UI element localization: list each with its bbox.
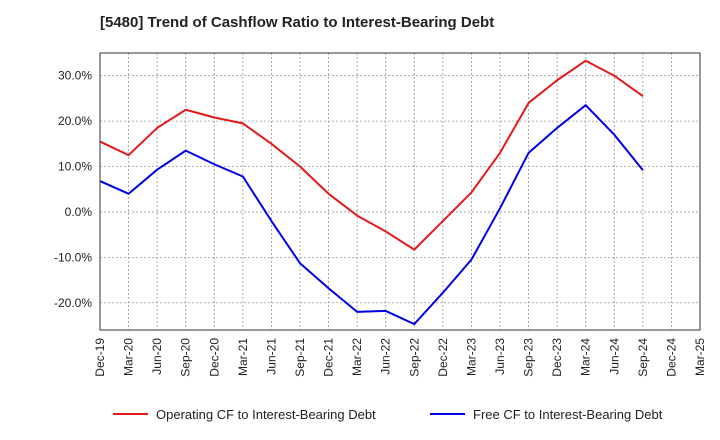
series-line-2 bbox=[99, 104, 644, 326]
x-tick-label: Jun-24 bbox=[607, 338, 621, 375]
x-tick-label: Mar-21 bbox=[236, 338, 250, 376]
series-line-1 bbox=[99, 59, 644, 251]
x-tick-label: Sep-23 bbox=[522, 338, 536, 377]
x-tick-label: Sep-20 bbox=[179, 338, 193, 377]
x-axis-ticks: Dec-19 Mar-20 Jun-20 Sep-20 Dec-20 Mar-21 Jun-… bbox=[93, 338, 707, 377]
x-tick-label: Dec-19 bbox=[93, 338, 107, 377]
x-tick-label: Sep-24 bbox=[636, 338, 650, 377]
y-tick-label: 0.0% bbox=[65, 205, 93, 219]
x-tick-label: Mar-20 bbox=[122, 338, 136, 376]
chart-title: [5480] Trend of Cashflow Ratio to Intere… bbox=[100, 14, 495, 31]
x-tick-label: Dec-21 bbox=[322, 338, 336, 377]
x-tick-label: Jun-23 bbox=[493, 338, 507, 375]
x-tick-label: Jun-20 bbox=[150, 338, 164, 375]
y-tick-label: 20.0% bbox=[58, 114, 92, 128]
series-lines bbox=[99, 59, 644, 326]
x-tick-label: Dec-24 bbox=[664, 338, 678, 377]
x-tick-label: Mar-23 bbox=[464, 338, 478, 376]
y-tick-label: 30.0% bbox=[58, 69, 92, 83]
x-tick-label: Sep-21 bbox=[293, 338, 307, 377]
legend: Operating CF to Interest-Bearing Debt Fre… bbox=[113, 407, 663, 422]
x-tick-label: Dec-20 bbox=[207, 338, 221, 377]
legend-label-1: Operating CF to Interest-Bearing Debt bbox=[156, 407, 376, 422]
x-tick-label: Dec-22 bbox=[436, 338, 450, 377]
plot-frame bbox=[99, 52, 701, 331]
x-tick-label: Jun-21 bbox=[264, 338, 278, 375]
y-tick-label: -20.0% bbox=[54, 296, 92, 310]
grid bbox=[99, 53, 701, 330]
y-tick-label: 10.0% bbox=[58, 160, 92, 174]
y-tick-label: -10.0% bbox=[54, 250, 92, 264]
x-tick-label: Dec-23 bbox=[550, 338, 564, 377]
x-tick-label: Sep-22 bbox=[407, 338, 421, 377]
x-tick-label: Mar-25 bbox=[693, 338, 707, 376]
y-axis-ticks: -20.0% -10.0% 0.0% 10.0% 20.0% 30.0% bbox=[54, 69, 92, 310]
x-tick-label: Mar-24 bbox=[579, 338, 593, 376]
x-tick-label: Jun-22 bbox=[379, 338, 393, 375]
x-tick-label: Mar-22 bbox=[350, 338, 364, 376]
legend-label-2: Free CF to Interest-Bearing Debt bbox=[473, 407, 663, 422]
